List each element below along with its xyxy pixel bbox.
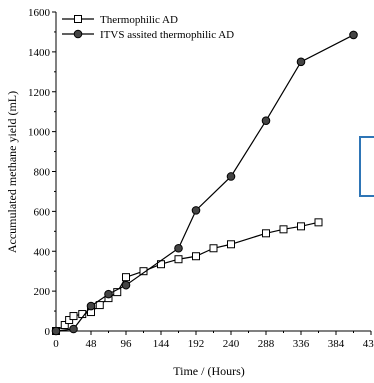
x-tick-label: 336 bbox=[293, 338, 310, 350]
partial-box-edge bbox=[359, 136, 374, 197]
legend-item-itvs: ITVS assited thermophilic AD bbox=[62, 29, 234, 41]
data-point bbox=[209, 244, 218, 253]
x-tick-label: 240 bbox=[223, 338, 240, 350]
series-line-0 bbox=[55, 221, 319, 332]
y-axis-label: Accumulated methane yield (mL) bbox=[5, 91, 19, 253]
x-tick-label: 48 bbox=[86, 338, 98, 350]
data-point bbox=[121, 280, 131, 290]
data-point bbox=[69, 324, 78, 334]
y-tick-label: 1400 bbox=[28, 47, 51, 59]
data-point bbox=[191, 206, 201, 215]
y-tick-label: 200 bbox=[34, 286, 51, 298]
data-point bbox=[139, 267, 148, 276]
y-tick-label: 1000 bbox=[28, 127, 51, 139]
x-tick-label: 288 bbox=[258, 338, 275, 350]
series-line-1 bbox=[55, 34, 354, 332]
data-point bbox=[262, 229, 270, 238]
data-point bbox=[95, 301, 104, 310]
data-point bbox=[297, 222, 305, 231]
data-point bbox=[51, 326, 61, 336]
y-tick-label: 600 bbox=[34, 206, 51, 218]
y-tick-label: 800 bbox=[34, 167, 51, 179]
axes: 0 48 96 144 192 240 288 336 384 432 0 200 400 600 800 1… bbox=[28, 7, 374, 350]
x-axis-label: Time / (Hours) bbox=[173, 364, 245, 378]
series-layer bbox=[51, 30, 358, 336]
x-tick-label: 384 bbox=[328, 338, 345, 350]
data-point bbox=[69, 312, 78, 321]
legend-label-itvs: ITVS assited thermophilic AD bbox=[100, 29, 234, 41]
data-point bbox=[174, 243, 183, 253]
y-tick-label: 1200 bbox=[28, 87, 51, 99]
legend-item-thermophilic: Thermophilic AD bbox=[62, 14, 178, 26]
data-point bbox=[104, 289, 113, 299]
legend-label-thermophilic: Thermophilic AD bbox=[100, 14, 178, 26]
data-point bbox=[174, 255, 183, 264]
data-point bbox=[314, 218, 323, 227]
data-point bbox=[226, 172, 236, 181]
data-point bbox=[60, 321, 69, 330]
x-tick-label: 96 bbox=[121, 338, 133, 350]
data-point bbox=[122, 273, 130, 282]
y-tick-label: 400 bbox=[34, 246, 51, 258]
x-tick-label: 192 bbox=[188, 338, 205, 350]
data-point bbox=[349, 30, 358, 40]
data-point bbox=[113, 288, 122, 297]
data-point bbox=[192, 252, 200, 261]
series-0 bbox=[52, 218, 323, 335]
y-tick-label: 0 bbox=[45, 326, 51, 338]
data-point bbox=[261, 116, 271, 125]
data-point bbox=[227, 240, 235, 249]
series-1 bbox=[51, 30, 358, 336]
data-point bbox=[86, 301, 96, 311]
x-tick-label: 144 bbox=[153, 338, 170, 350]
data-point bbox=[296, 57, 306, 67]
x-tick-label: 0 bbox=[53, 338, 59, 350]
legend: Thermophilic AD ITVS assited thermophili… bbox=[62, 14, 234, 41]
y-tick-label: 1600 bbox=[28, 7, 51, 19]
data-point bbox=[279, 225, 288, 234]
x-tick-label: 432 bbox=[363, 338, 374, 350]
